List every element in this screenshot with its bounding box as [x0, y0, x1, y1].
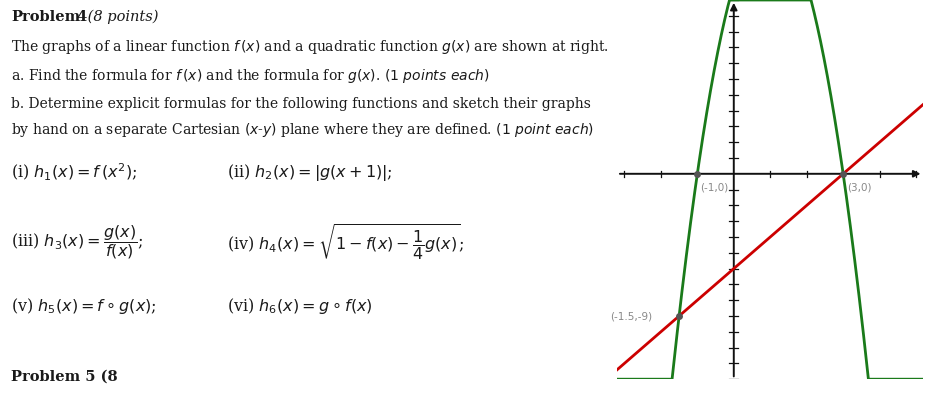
Text: (8 points): (8 points) — [83, 10, 158, 24]
Text: 4: 4 — [72, 10, 87, 24]
Text: (iv) $h_4(x) = \sqrt{1 - f(x) - \dfrac{1}{4}g(x)}$;: (iv) $h_4(x) = \sqrt{1 - f(x) - \dfrac{1… — [226, 223, 464, 263]
Text: a. Find the formula for $f\,(x)$ and the formula for $g(x)$. $(1\ points\ each)$: a. Find the formula for $f\,(x)$ and the… — [11, 67, 489, 85]
Text: (-1.5,-9): (-1.5,-9) — [609, 311, 652, 321]
Text: by hand on a separate Cartesian $(x$-$y)$ plane where they are defined. $(1\ poi: by hand on a separate Cartesian $(x$-$y)… — [11, 121, 593, 139]
Text: (vi) $h_6(x) = g \circ f(x)$: (vi) $h_6(x) = g \circ f(x)$ — [226, 296, 372, 316]
Text: b. Determine explicit formulas for the following functions and sketch their grap: b. Determine explicit formulas for the f… — [11, 97, 590, 111]
Text: (-1,0): (-1,0) — [699, 182, 728, 192]
Text: Problem 5 (8: Problem 5 (8 — [11, 369, 118, 383]
Text: (ii) $h_2(x) = |g(x+1)|$;: (ii) $h_2(x) = |g(x+1)|$; — [226, 162, 392, 183]
Text: Problem: Problem — [11, 10, 80, 24]
Text: (v) $h_5(x) = f \circ g(x)$;: (v) $h_5(x) = f \circ g(x)$; — [11, 296, 157, 316]
Text: (i) $h_1(x) = f\,(x^2)$;: (i) $h_1(x) = f\,(x^2)$; — [11, 162, 137, 183]
Text: (iii) $h_3(x) = \dfrac{g(x)}{f(x)}$;: (iii) $h_3(x) = \dfrac{g(x)}{f(x)}$; — [11, 223, 143, 261]
Text: (3,0): (3,0) — [846, 182, 870, 192]
Text: The graphs of a linear function $f\,(x)$ and a quadratic function $g(x)$ are sho: The graphs of a linear function $f\,(x)$… — [11, 38, 608, 56]
